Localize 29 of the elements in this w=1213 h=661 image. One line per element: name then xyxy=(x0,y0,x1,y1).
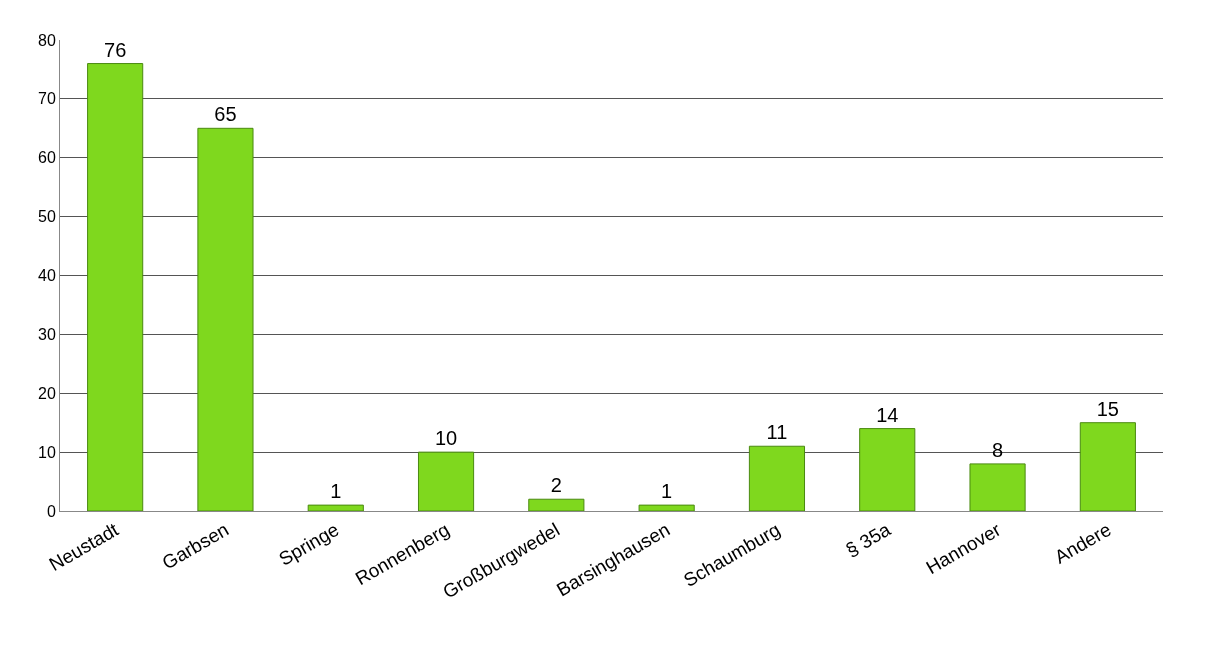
data-label: 15 xyxy=(1096,397,1119,420)
y-tick-label: 0 xyxy=(46,502,56,520)
bar xyxy=(417,451,475,511)
data-label: 1 xyxy=(330,480,342,503)
bar xyxy=(307,504,364,511)
bar xyxy=(197,127,254,511)
data-label: 10 xyxy=(434,427,458,450)
bar xyxy=(638,504,695,511)
y-tick-label: 30 xyxy=(38,325,56,343)
data-label: 11 xyxy=(766,421,788,444)
bar xyxy=(528,498,585,511)
bar xyxy=(1079,422,1136,511)
bar xyxy=(87,63,144,511)
data-label: 14 xyxy=(876,403,899,426)
data-label: 65 xyxy=(214,103,237,126)
bar xyxy=(859,428,916,511)
bar xyxy=(969,463,1026,511)
bar xyxy=(748,445,806,511)
data-label: 76 xyxy=(104,38,127,61)
y-tick-label: 40 xyxy=(38,267,56,285)
data-label: 1 xyxy=(661,480,673,503)
y-tick-label: 80 xyxy=(38,31,56,49)
y-tick-label: 50 xyxy=(38,208,56,226)
y-tick-label: 60 xyxy=(38,149,56,167)
x-tick-label: § 35a xyxy=(842,518,895,561)
data-label: 2 xyxy=(550,474,562,497)
y-tick-label: 20 xyxy=(38,384,56,402)
y-tick-label: 70 xyxy=(38,90,56,108)
y-tick-label: 10 xyxy=(38,443,56,461)
